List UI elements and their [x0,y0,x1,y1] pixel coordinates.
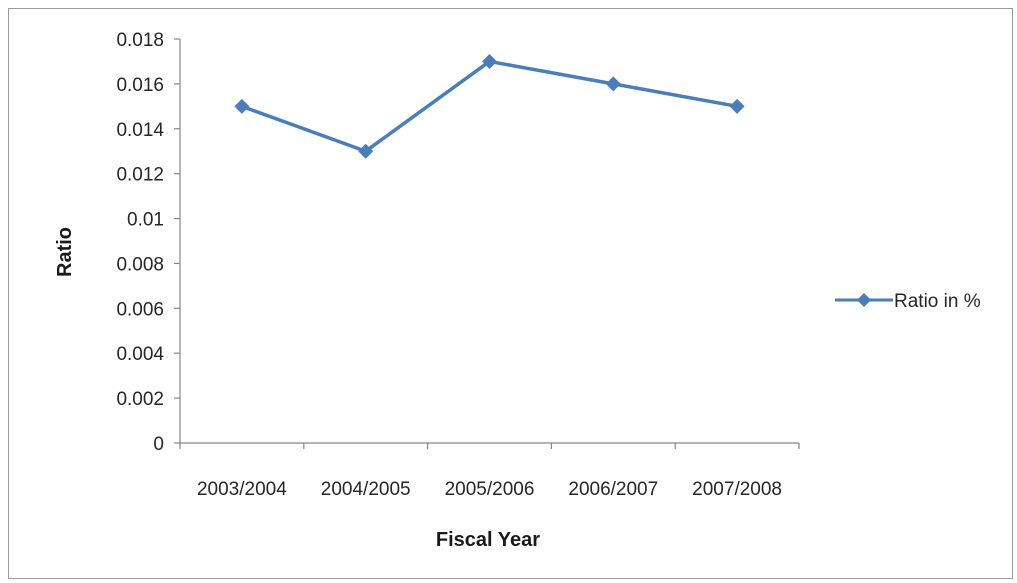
x-tick-label: 2006/2007 [568,479,658,500]
line-chart: 0 0.002 0.004 0.006 0.008 0.01 0.012 0.014 0.016… [54,30,981,551]
y-tick-label: 0.006 [116,299,164,320]
y-tick-label: 0.004 [116,344,164,365]
x-tick-label: 2004/2005 [321,479,411,500]
series-group [234,53,745,159]
legend-marker [857,293,871,307]
y-tick-label: 0.008 [116,254,164,275]
series-line [241,59,738,153]
legend: Ratio in % [835,291,981,312]
chart-area: 0 0.002 0.004 0.006 0.008 0.01 0.012 0.014 0.016… [8,8,1013,579]
y-tick-label: 0.012 [116,165,164,186]
x-tick-label: 2005/2006 [445,479,535,500]
data-point-marker [729,98,745,114]
data-point-marker [605,76,621,92]
y-tick-labels: 0 0.002 0.004 0.006 0.008 0.01 0.012 0.014 0.016… [116,30,164,455]
y-tick-label: 0 [153,434,164,455]
data-point-marker [358,143,374,159]
y-tick-label: 0.002 [116,389,164,410]
axes [174,38,800,449]
x-tick-labels: 2003/2004 2004/2005 2005/2006 2006/2007 2007… [197,479,782,500]
y-tick-label: 0.014 [116,120,164,141]
data-point-marker [234,98,250,114]
x-tick-label: 2003/2004 [197,479,287,500]
y-tick-label: 0.01 [127,210,164,231]
y-tick-label: 0.016 [116,75,164,96]
x-axis-title: Fiscal Year [436,529,540,551]
x-tick-label: 2007/2008 [692,479,782,500]
data-point-marker [482,53,497,69]
y-tick-label: 0.018 [116,30,164,51]
y-axis-title: Ratio [54,227,76,277]
legend-label: Ratio in % [894,291,981,312]
